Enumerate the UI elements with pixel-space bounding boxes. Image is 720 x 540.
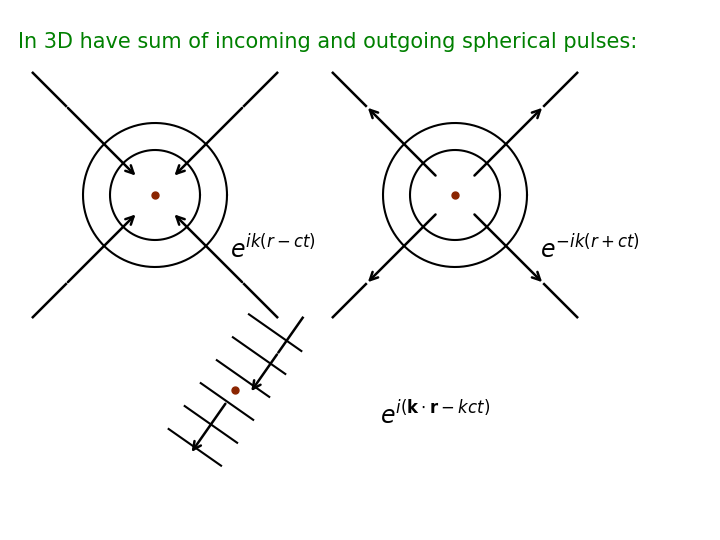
Text: $e^{ik(r-ct)}$: $e^{ik(r-ct)}$	[230, 235, 316, 264]
Text: In 3D have sum of incoming and outgoing spherical pulses:: In 3D have sum of incoming and outgoing …	[18, 32, 637, 52]
Text: $e^{i(\mathbf{k}\cdot\mathbf{r}-kct)}$: $e^{i(\mathbf{k}\cdot\mathbf{r}-kct)}$	[380, 401, 490, 429]
Text: $e^{-ik(r+ct)}$: $e^{-ik(r+ct)}$	[540, 235, 640, 264]
